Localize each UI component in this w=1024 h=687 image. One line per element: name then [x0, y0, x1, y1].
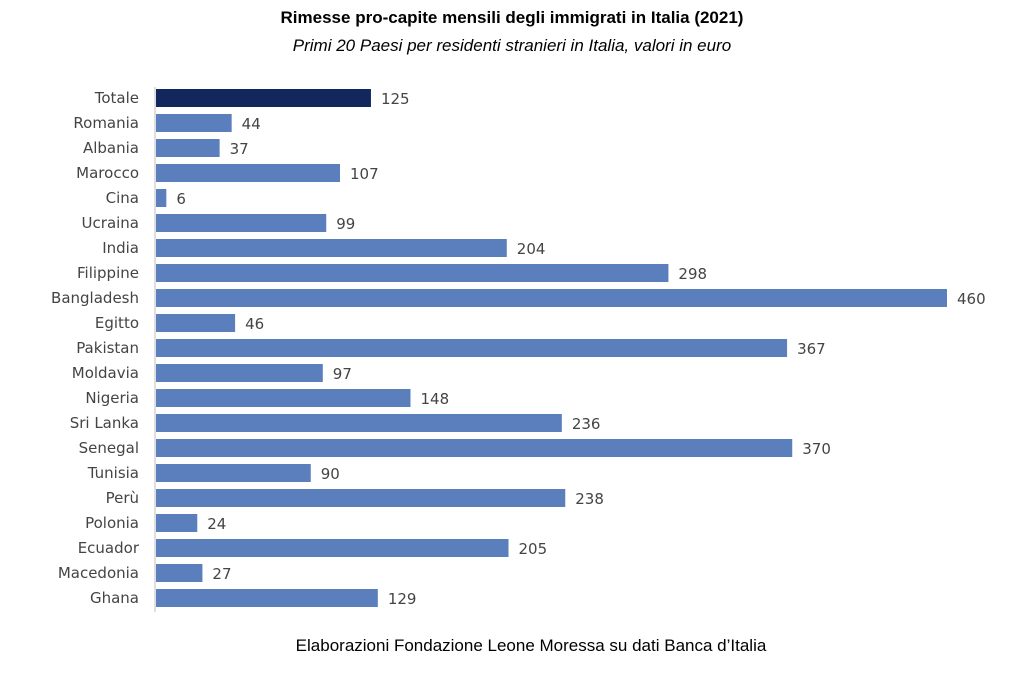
category-label-pakistan: Pakistan [76, 339, 139, 357]
bar-ecuador [156, 539, 509, 557]
chart-title: Rimesse pro-capite mensili degli immigra… [280, 8, 744, 27]
value-label-senegal: 370 [802, 440, 831, 458]
value-label-totale: 125 [381, 90, 410, 108]
value-label-ecuador: 205 [519, 540, 548, 558]
category-label-india: India [102, 239, 139, 257]
category-label-totale: Totale [94, 89, 139, 107]
category-label-marocco: Marocco [76, 164, 139, 182]
bars-group: Totale 125 Romania 44 Albania 37 Marocco 107 Cin… [51, 89, 986, 608]
value-label-egitto: 46 [245, 315, 264, 333]
source-note: Elaborazioni Fondazione Leone Moressa su… [295, 636, 767, 655]
bar-nigeria [156, 389, 411, 407]
bar-ghana [156, 589, 378, 607]
value-label-ucraina: 99 [336, 215, 355, 233]
bar-bangladesh [156, 289, 947, 307]
bar-senegal [156, 439, 793, 457]
value-label-ghana: 129 [388, 590, 417, 608]
value-label-india: 204 [517, 240, 546, 258]
category-label-albania: Albania [83, 139, 139, 157]
bar-moldavia [156, 364, 323, 382]
value-label-marocco: 107 [350, 165, 379, 183]
bar-romania [156, 114, 232, 132]
value-label-tunisia: 90 [321, 465, 340, 483]
bar-macedonia [156, 564, 203, 582]
bar-marocco [156, 164, 340, 182]
bar-peru [156, 489, 566, 507]
category-label-bangladesh: Bangladesh [51, 289, 139, 307]
value-label-bangladesh: 460 [957, 290, 986, 308]
bar-filippine [156, 264, 669, 282]
category-label-ucraina: Ucraina [82, 214, 139, 232]
value-label-romania: 44 [242, 115, 261, 133]
category-label-sri-lanka: Sri Lanka [70, 414, 139, 432]
category-label-polonia: Polonia [85, 514, 139, 532]
category-label-romania: Romania [73, 114, 139, 132]
category-label-peru: Perù [106, 489, 139, 507]
value-label-sri-lanka: 236 [572, 415, 601, 433]
category-label-nigeria: Nigeria [85, 389, 139, 407]
chart-subtitle: Primi 20 Paesi per residenti stranieri i… [292, 36, 732, 55]
category-label-tunisia: Tunisia [87, 464, 139, 482]
bar-india [156, 239, 507, 257]
value-label-pakistan: 367 [797, 340, 826, 358]
category-label-senegal: Senegal [79, 439, 139, 457]
bar-totale [156, 89, 371, 107]
category-label-cina: Cina [106, 189, 139, 207]
category-label-egitto: Egitto [95, 314, 139, 332]
category-label-filippine: Filippine [77, 264, 139, 282]
bar-tunisia [156, 464, 311, 482]
bar-egitto [156, 314, 236, 332]
category-label-ghana: Ghana [90, 589, 139, 607]
value-label-cina: 6 [176, 190, 186, 208]
bar-polonia [156, 514, 198, 532]
value-label-nigeria: 148 [420, 390, 449, 408]
bar-albania [156, 139, 220, 157]
value-label-albania: 37 [230, 140, 249, 158]
value-label-peru: 238 [575, 490, 604, 508]
bar-cina [156, 189, 167, 207]
category-label-macedonia: Macedonia [58, 564, 139, 582]
bar-sri-lanka [156, 414, 562, 432]
bar-ucraina [156, 214, 327, 232]
bar-pakistan [156, 339, 788, 357]
category-label-ecuador: Ecuador [78, 539, 140, 557]
value-label-filippine: 298 [678, 265, 707, 283]
category-label-moldavia: Moldavia [72, 364, 139, 382]
value-label-macedonia: 27 [212, 565, 231, 583]
value-label-moldavia: 97 [333, 365, 352, 383]
value-label-polonia: 24 [207, 515, 226, 533]
